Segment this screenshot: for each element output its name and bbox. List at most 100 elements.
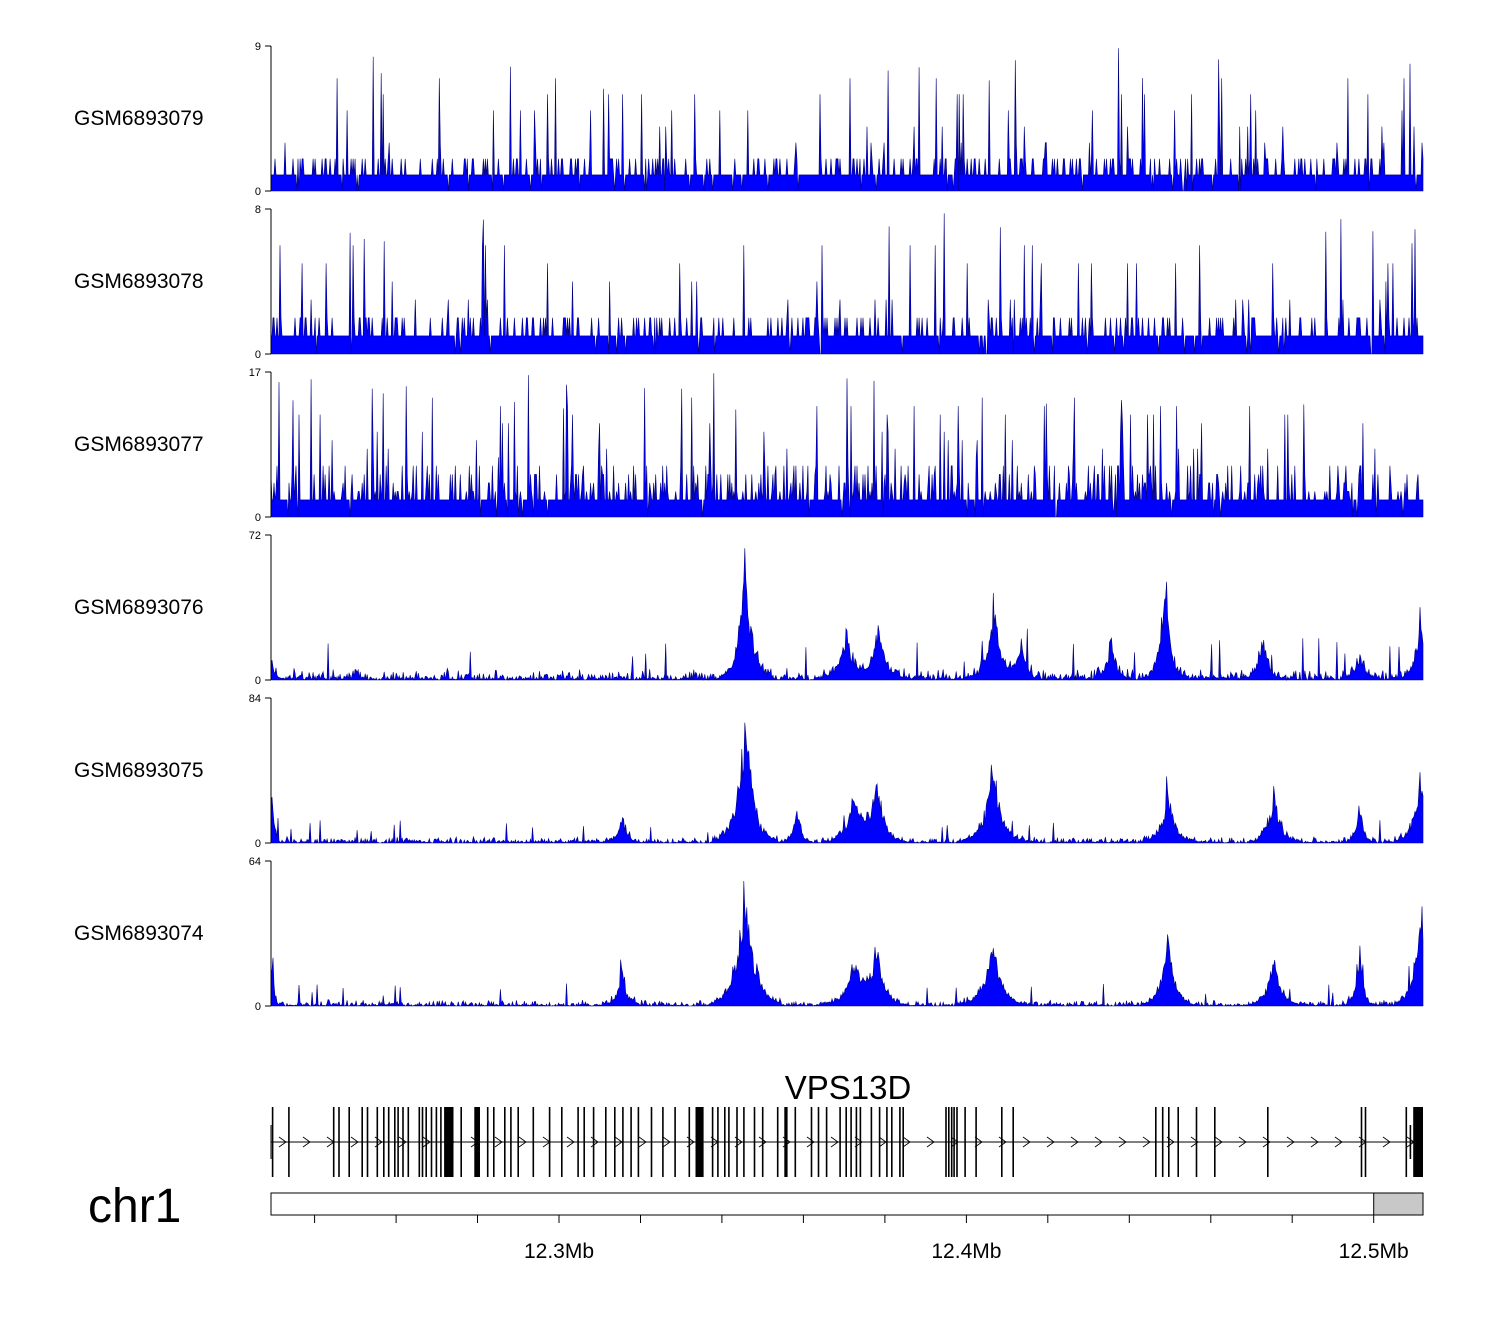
exon xyxy=(964,1107,966,1177)
exon xyxy=(421,1107,424,1177)
chromosome-label: chr1 xyxy=(88,1180,181,1233)
exon xyxy=(956,1107,958,1177)
exon xyxy=(650,1107,653,1177)
y-max-label-GSM6893076: 72 xyxy=(249,530,261,542)
exon xyxy=(753,1107,756,1177)
exon xyxy=(761,1107,764,1177)
exon xyxy=(662,1107,664,1177)
exon xyxy=(504,1107,506,1177)
exon xyxy=(460,1107,462,1177)
strand-arrow xyxy=(1262,1136,1271,1148)
exon xyxy=(948,1107,950,1177)
exon xyxy=(1168,1107,1170,1177)
genome-axis-track: chr1 12.3Mb 12.4Mb 12.5Mb xyxy=(88,1180,1424,1263)
y-max-label-GSM6893079: 9 xyxy=(255,41,261,53)
strand-arrow xyxy=(1310,1136,1319,1148)
y-max-label-GSM6893074: 64 xyxy=(249,856,261,868)
strand-arrow xyxy=(830,1136,839,1148)
exon xyxy=(407,1107,410,1177)
exon xyxy=(953,1107,955,1177)
exon xyxy=(271,1107,274,1177)
signal-area-GSM6893077 xyxy=(270,373,1424,518)
exon xyxy=(577,1107,579,1177)
strand-arrow xyxy=(974,1136,983,1148)
exon xyxy=(510,1107,512,1177)
exon xyxy=(839,1107,841,1177)
exon xyxy=(1413,1107,1423,1177)
exon xyxy=(402,1107,404,1177)
strand-arrow xyxy=(806,1136,815,1148)
gene-model-track: VPS13D xyxy=(270,1069,1423,1177)
exon xyxy=(902,1107,904,1177)
strand-arrow xyxy=(902,1136,911,1148)
strand-arrow xyxy=(518,1136,527,1148)
strand-arrow xyxy=(1142,1136,1151,1148)
exon xyxy=(561,1107,563,1177)
exon xyxy=(724,1107,726,1177)
track-label-GSM6893074: GSM6893074 xyxy=(74,922,204,945)
strand-arrow xyxy=(1190,1136,1199,1148)
exon xyxy=(794,1107,797,1177)
exon xyxy=(605,1107,607,1177)
exon xyxy=(1360,1107,1363,1177)
strand-arrow xyxy=(494,1136,503,1148)
strand-arrow xyxy=(854,1136,863,1148)
strand-arrow xyxy=(878,1136,887,1148)
strand-arrow xyxy=(614,1136,623,1148)
strand-arrow xyxy=(1238,1136,1247,1148)
exon xyxy=(366,1107,369,1177)
exon xyxy=(383,1107,385,1177)
y-min-label-GSM6893075: 0 xyxy=(255,838,261,850)
ideogram-highlight xyxy=(1373,1192,1424,1216)
track-label-GSM6893078: GSM6893078 xyxy=(74,270,204,293)
exon xyxy=(728,1107,730,1177)
strand-arrow xyxy=(638,1136,647,1148)
signal-tracks: 9 0 GSM6893079 8 0 GSM6893078 17 0 GSM6893077 72 0… xyxy=(74,41,1424,1013)
strand-arrow xyxy=(278,1136,287,1148)
exon xyxy=(859,1107,862,1177)
track-GSM6893078: 8 0 GSM6893078 xyxy=(74,204,1424,361)
exon xyxy=(1405,1107,1408,1177)
y-max-label-GSM6893075: 84 xyxy=(249,693,261,705)
exon xyxy=(850,1107,852,1177)
exon xyxy=(614,1107,616,1177)
exon xyxy=(817,1107,820,1177)
track-label-GSM6893076: GSM6893076 xyxy=(74,596,204,619)
exon xyxy=(1001,1107,1003,1177)
exon xyxy=(1155,1107,1157,1177)
exon xyxy=(891,1107,893,1177)
exon xyxy=(688,1107,691,1177)
track-GSM6893076: 72 0 GSM6893076 xyxy=(74,530,1424,687)
signal-area-GSM6893075 xyxy=(270,722,1424,845)
signal-area-GSM6893074 xyxy=(270,880,1424,1008)
exon xyxy=(425,1107,427,1177)
y-min-label-GSM6893078: 0 xyxy=(255,349,261,361)
exon xyxy=(288,1107,290,1177)
strand-arrow xyxy=(302,1136,311,1148)
track-label-GSM6893079: GSM6893079 xyxy=(74,107,204,130)
track-GSM6893075: 84 0 GSM6893075 xyxy=(74,693,1424,850)
exon xyxy=(474,1107,480,1177)
exon xyxy=(743,1107,745,1177)
exon xyxy=(1195,1107,1198,1177)
exon xyxy=(950,1107,953,1177)
exon xyxy=(332,1107,335,1177)
exon xyxy=(430,1107,433,1177)
track-label-GSM6893077: GSM6893077 xyxy=(74,433,204,456)
y-max-label-GSM6893078: 8 xyxy=(255,204,261,216)
exon xyxy=(630,1107,632,1177)
exon xyxy=(493,1107,495,1177)
strand-arrow xyxy=(566,1136,575,1148)
track-GSM6893079: 9 0 GSM6893079 xyxy=(74,41,1424,198)
exon xyxy=(711,1107,714,1177)
exon xyxy=(517,1107,519,1177)
signal-area-GSM6893076 xyxy=(270,548,1424,682)
exon xyxy=(348,1107,350,1177)
chromosome-ideogram xyxy=(270,1192,1424,1216)
exon xyxy=(338,1107,340,1177)
strand-arrow xyxy=(1286,1136,1295,1148)
gene-label: VPS13D xyxy=(785,1069,912,1106)
track-GSM6893074: 64 0 GSM6893074 xyxy=(74,856,1424,1013)
strand-arrow xyxy=(350,1136,359,1148)
